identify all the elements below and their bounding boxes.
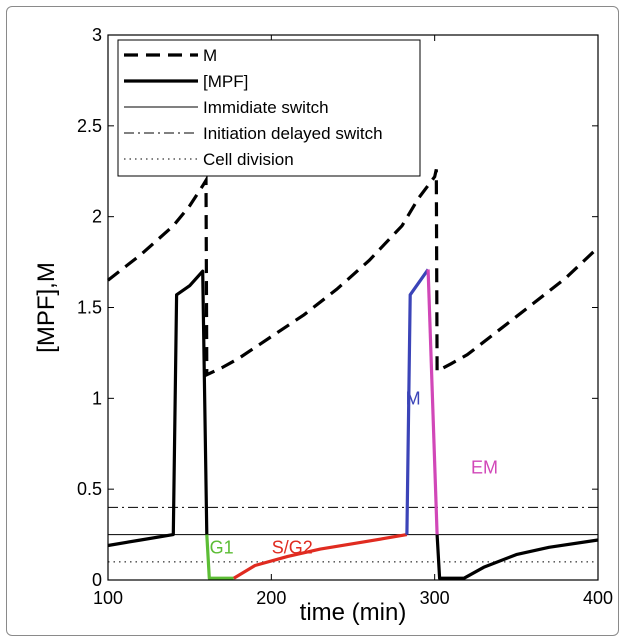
legend-label: Cell division: [203, 150, 294, 169]
figure-frame: [6, 6, 619, 636]
y-tick-label: 2: [92, 207, 102, 227]
series-mpf-segment-5: [435, 534, 599, 580]
y-tick-label: 2.5: [77, 116, 102, 136]
annotation-s-g2: S/G2: [272, 537, 313, 557]
series-mpf-segment-m: [405, 268, 430, 535]
series-mpf-segment-s-g2: [232, 533, 408, 580]
y-tick-label: 3: [92, 25, 102, 45]
legend-label: Immidiate switch: [203, 98, 329, 117]
annotation-g1: G1: [210, 537, 234, 557]
annotation-m: M: [406, 388, 421, 408]
legend-label: Initiation delayed switch: [203, 124, 383, 143]
y-tick-label: 0.5: [77, 479, 102, 499]
y-tick-label: 0: [92, 570, 102, 590]
series-mpf-segment-g1: [205, 534, 234, 580]
legend-label: M: [203, 46, 217, 65]
legend: M [MPF] Immidiate switch Initiation delayed…: [117, 39, 421, 177]
series-mpf-segment-0: [107, 269, 209, 548]
x-tick-label: 100: [93, 588, 123, 608]
y-tick-label: 1.5: [77, 298, 102, 318]
legend-box: [117, 39, 421, 177]
series-mpf-segment-em: [426, 269, 439, 535]
y-tick-label: 1: [92, 388, 102, 408]
x-tick-label: 300: [420, 588, 450, 608]
y-axis-label: [MPF],M: [33, 262, 60, 353]
series-m-line: [107, 169, 600, 378]
x-tick-label: 200: [256, 588, 286, 608]
x-tick-label: 400: [583, 588, 613, 608]
x-axis-label: time (min): [300, 599, 407, 626]
legend-label: [MPF]: [203, 72, 248, 91]
annotation-em: EM: [471, 457, 498, 477]
